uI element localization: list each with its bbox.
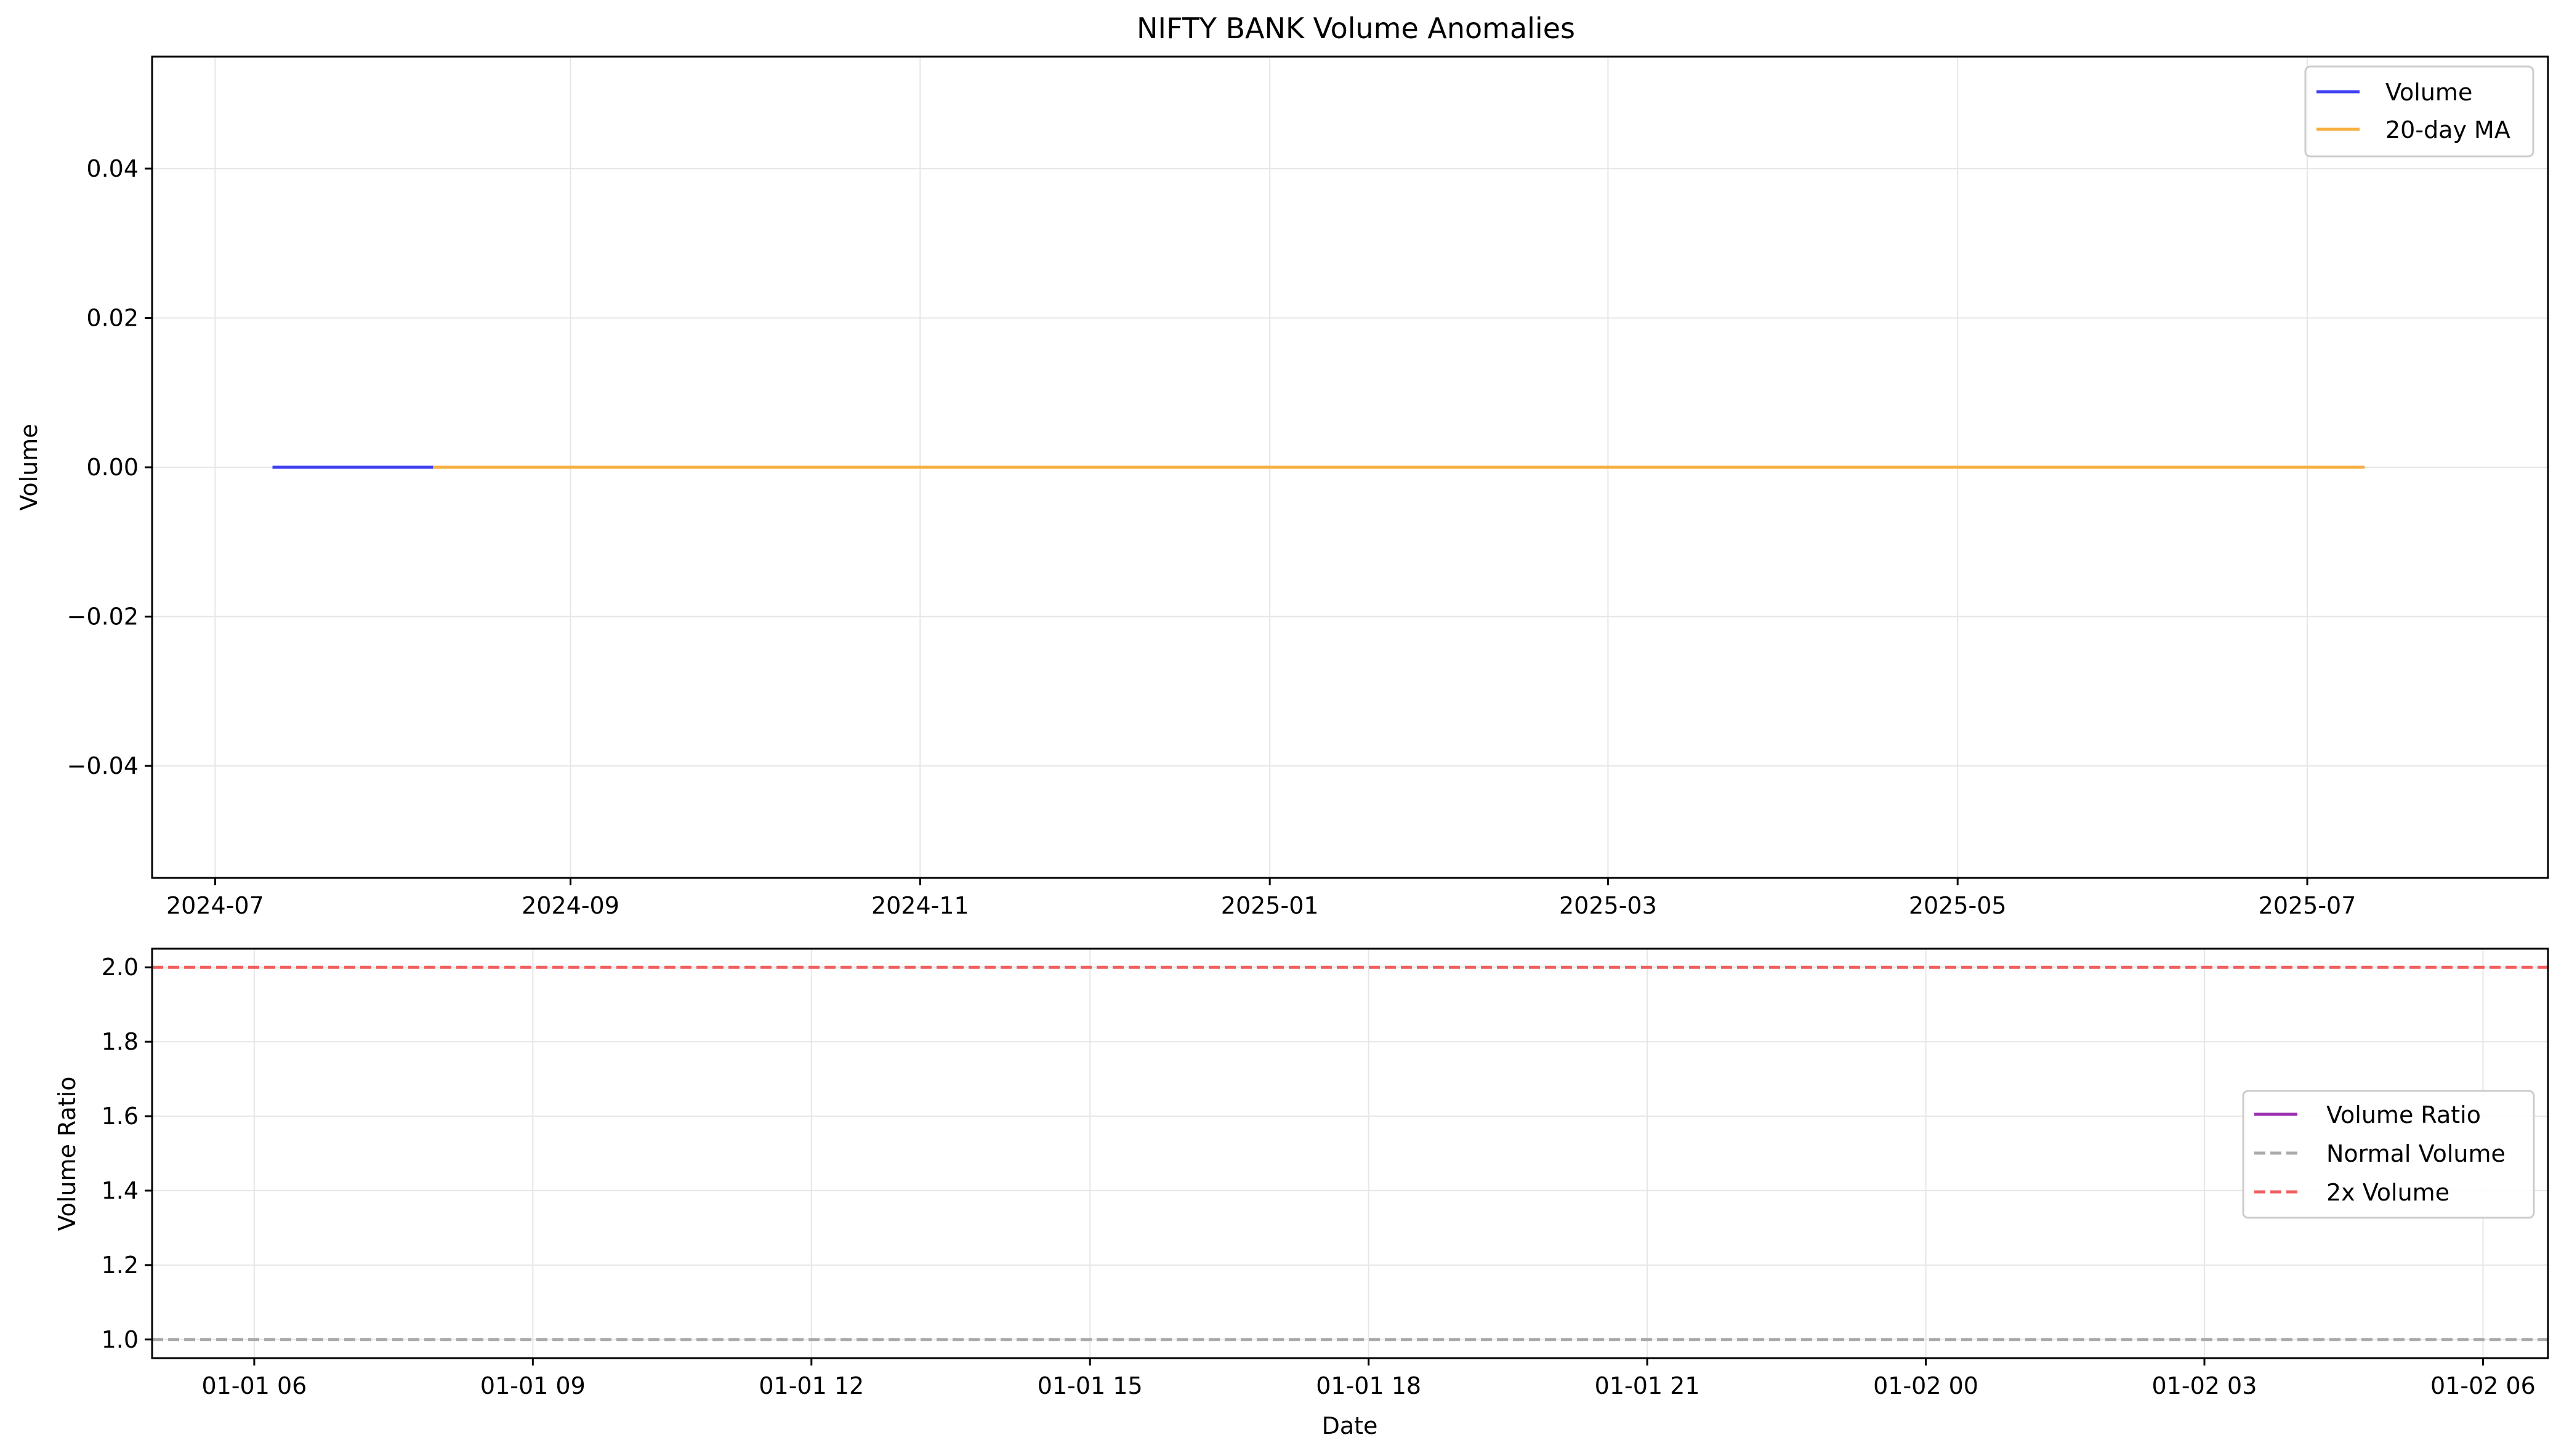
volume-ratio-x-tick-label: 01-01 06 — [201, 1372, 307, 1399]
legend-label-volume-ratio: Volume Ratio — [2326, 1101, 2481, 1128]
date-x-axis-label: Date — [1322, 1412, 1378, 1439]
chart-title: NIFTY BANK Volume Anomalies — [1137, 12, 1575, 45]
volume-y-ticks: −0.04 −0.02 0.00 0.02 0.04 — [67, 155, 152, 779]
legend-label-20-day-ma: 20-day MA — [2385, 116, 2510, 143]
volume-ratio-plot-frame — [151, 947, 2549, 1359]
volume-ratio-x-tick-label: 01-01 21 — [1595, 1372, 1700, 1399]
volume-y-tick-label: −0.02 — [67, 603, 139, 630]
volume-ratio-x-tick-label: 01-01 09 — [480, 1372, 586, 1399]
volume-x-tick-label: 2024-11 — [871, 892, 969, 919]
volume-ratio-x-ticks: 01-01 06 01-01 09 01-01 12 01-01 15 01-01 18… — [201, 1358, 2536, 1399]
legend-label-normal-volume: Normal Volume — [2326, 1140, 2506, 1167]
legend-label-volume: Volume — [2385, 79, 2472, 106]
volume-x-tick-label: 2025-01 — [1221, 892, 1319, 919]
volume-panel: NIFTY BANK Volume Anomalies −0.04 −0.02 0.… — [15, 12, 2549, 919]
volume-y-tick-label: −0.04 — [67, 752, 139, 779]
volume-ratio-y-axis-label: Volume Ratio — [54, 1077, 81, 1231]
volume-ratio-legend-frame — [2242, 1090, 2535, 1219]
legend-label-2x-volume: 2x Volume — [2326, 1179, 2449, 1206]
volume-x-tick-label: 2024-09 — [522, 892, 619, 919]
volume-ratio-y-tick-label: 2.0 — [102, 954, 139, 981]
volume-x-ticks: 2024-07 2024-09 2024-11 2025-01 2025-03 2025-… — [166, 878, 2356, 919]
volume-legend-frame — [2304, 65, 2534, 158]
volume-ratio-y-tick-label: 1.2 — [102, 1252, 139, 1279]
volume-ratio-y-tick-label: 1.8 — [102, 1028, 139, 1055]
volume-ratio-x-tick-label: 01-01 18 — [1316, 1372, 1421, 1399]
volume-ratio-y-tick-label: 1.4 — [102, 1177, 139, 1204]
volume-y-tick-label: 0.00 — [86, 454, 139, 481]
volume-ratio-x-tick-label: 01-01 12 — [759, 1372, 864, 1399]
volume-ratio-grid — [152, 949, 2548, 1358]
volume-ratio-y-tick-label: 1.6 — [102, 1103, 139, 1130]
volume-ratio-x-tick-label: 01-02 03 — [2152, 1372, 2257, 1399]
volume-y-tick-label: 0.04 — [86, 155, 139, 182]
volume-ratio-x-tick-label: 01-01 15 — [1038, 1372, 1143, 1399]
volume-x-tick-label: 2025-07 — [2259, 892, 2356, 919]
volume-x-tick-label: 2025-05 — [1909, 892, 2007, 919]
volume-y-tick-label: 0.02 — [86, 304, 139, 331]
volume-legend: Volume 20-day MA — [2304, 65, 2534, 158]
volume-x-tick-label: 2025-03 — [1559, 892, 1657, 919]
volume-ratio-x-tick-label: 01-02 00 — [1873, 1372, 1978, 1399]
volume-ratio-legend: Volume Ratio Normal Volume 2x Volume — [2242, 1090, 2535, 1219]
volume-ratio-x-tick-label: 01-02 06 — [2430, 1372, 2536, 1399]
volume-y-axis-label: Volume — [15, 424, 42, 510]
volume-ratio-panel: 1.01.21.41.61.82.0 01-01 06 01-01 09 01-01… — [54, 947, 2549, 1439]
volume-ratio-y-ticks: 1.0 1.2 1.4 1.6 1.8 2.0 — [102, 954, 152, 1353]
volume-ratio-y-tick-label: 1.0 — [102, 1326, 139, 1353]
volume-x-tick-label: 2024-07 — [166, 892, 264, 919]
